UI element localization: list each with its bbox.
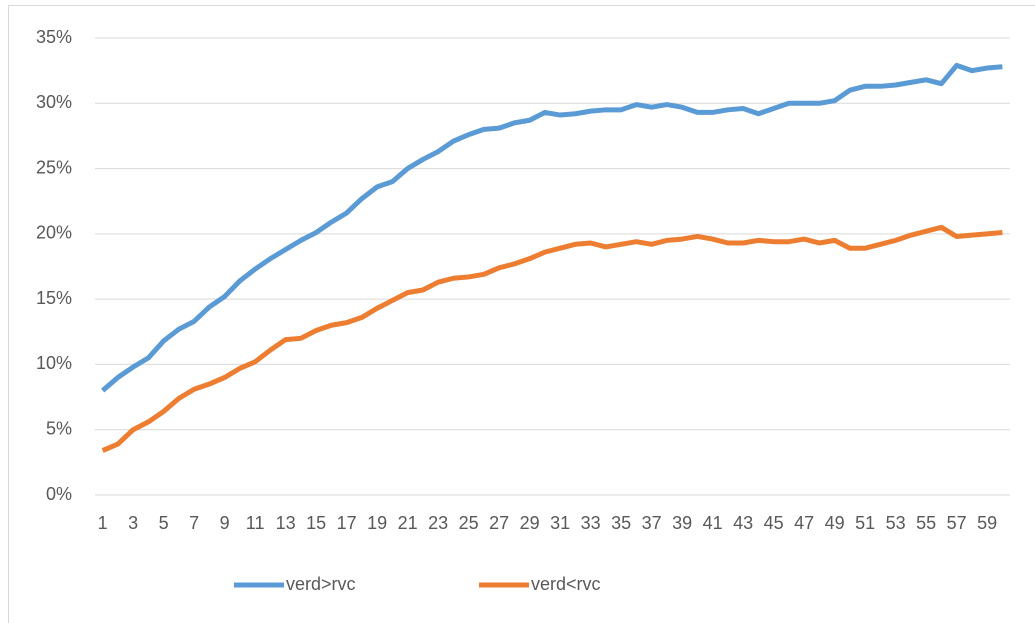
x-tick-label: 57 xyxy=(947,513,967,533)
y-tick-label: 20% xyxy=(36,223,72,243)
x-tick-label: 35 xyxy=(611,513,631,533)
x-tick-label: 51 xyxy=(855,513,875,533)
x-tick-label: 59 xyxy=(977,513,997,533)
x-tick-label: 19 xyxy=(367,513,387,533)
x-tick-label: 11 xyxy=(246,513,265,533)
x-tick-label: 15 xyxy=(306,513,326,533)
x-tick-label: 5 xyxy=(159,513,169,533)
series-line xyxy=(101,224,1003,453)
x-tick-label: 43 xyxy=(733,513,753,533)
x-tick-label: 3 xyxy=(128,513,138,533)
y-tick-label: 10% xyxy=(36,353,72,373)
x-tick-label: 39 xyxy=(672,513,692,533)
y-tick-label: 30% xyxy=(36,92,72,112)
chart-border xyxy=(8,5,1035,623)
x-tick-label: 17 xyxy=(337,513,357,533)
x-tick-label: 9 xyxy=(220,513,230,533)
y-tick-label: 15% xyxy=(36,288,72,308)
x-tick-label: 55 xyxy=(916,513,936,533)
x-tick-label: 41 xyxy=(703,513,723,533)
x-tick-label: 27 xyxy=(489,513,509,533)
x-tick-label: 49 xyxy=(825,513,845,533)
x-tick-label: 33 xyxy=(581,513,601,533)
x-tick-label: 31 xyxy=(550,513,570,533)
x-tick-label: 45 xyxy=(764,513,784,533)
x-tick-label: 13 xyxy=(276,513,296,533)
x-tick-label: 25 xyxy=(459,513,479,533)
x-tick-label: 21 xyxy=(398,513,418,533)
y-tick-label: 25% xyxy=(36,157,72,177)
x-tick-label: 47 xyxy=(794,513,814,533)
x-tick-label: 1 xyxy=(98,513,108,533)
x-tick-label: 37 xyxy=(642,513,662,533)
legend-label: verd>rvc xyxy=(286,574,356,594)
y-tick-label: 35% xyxy=(36,27,72,47)
x-tick-label: 53 xyxy=(886,513,906,533)
x-tick-label: 29 xyxy=(520,513,540,533)
y-tick-label: 0% xyxy=(46,484,72,504)
y-tick-label: 5% xyxy=(46,418,72,438)
x-tick-label: 23 xyxy=(428,513,448,533)
legend-label: verd<rvc xyxy=(531,574,601,594)
x-tick-label: 7 xyxy=(189,513,199,533)
series-line xyxy=(100,62,1003,393)
